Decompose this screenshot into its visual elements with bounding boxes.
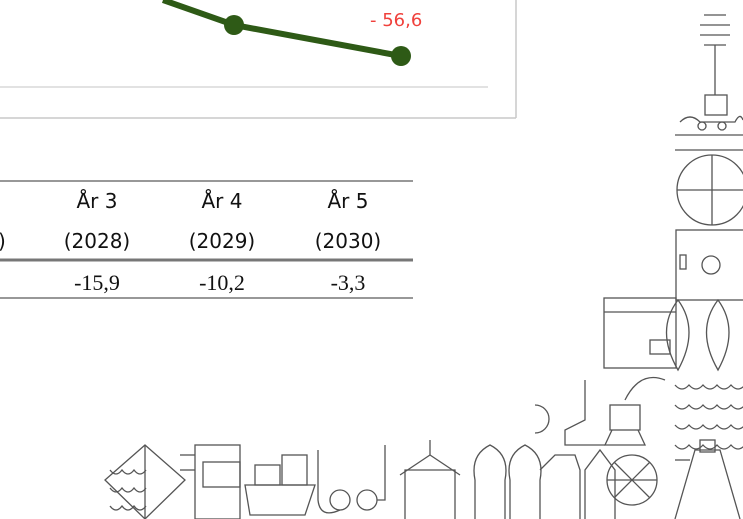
column-header: (2028)	[64, 229, 131, 253]
illustration	[105, 15, 743, 519]
column-header: År 5	[328, 189, 369, 213]
column-header: (2030)	[315, 229, 382, 253]
marker	[224, 15, 244, 35]
chart-fragment: - 56,6	[0, 0, 516, 118]
table-cell: -15,9	[74, 270, 120, 295]
line	[163, 0, 401, 56]
header-fragment: )	[0, 229, 6, 253]
value-label: - 56,6	[370, 10, 422, 31]
table-cell: -3,3	[331, 270, 366, 295]
column-header: År 4	[202, 189, 243, 213]
page: - 56,6 ) År 3 (2028) År 4 (2029) År 5 (2030) -…	[0, 0, 743, 519]
marker	[391, 46, 411, 66]
column-header: (2029)	[189, 229, 256, 253]
column-header: År 3	[77, 189, 118, 213]
table-cell: -10,2	[199, 270, 245, 295]
